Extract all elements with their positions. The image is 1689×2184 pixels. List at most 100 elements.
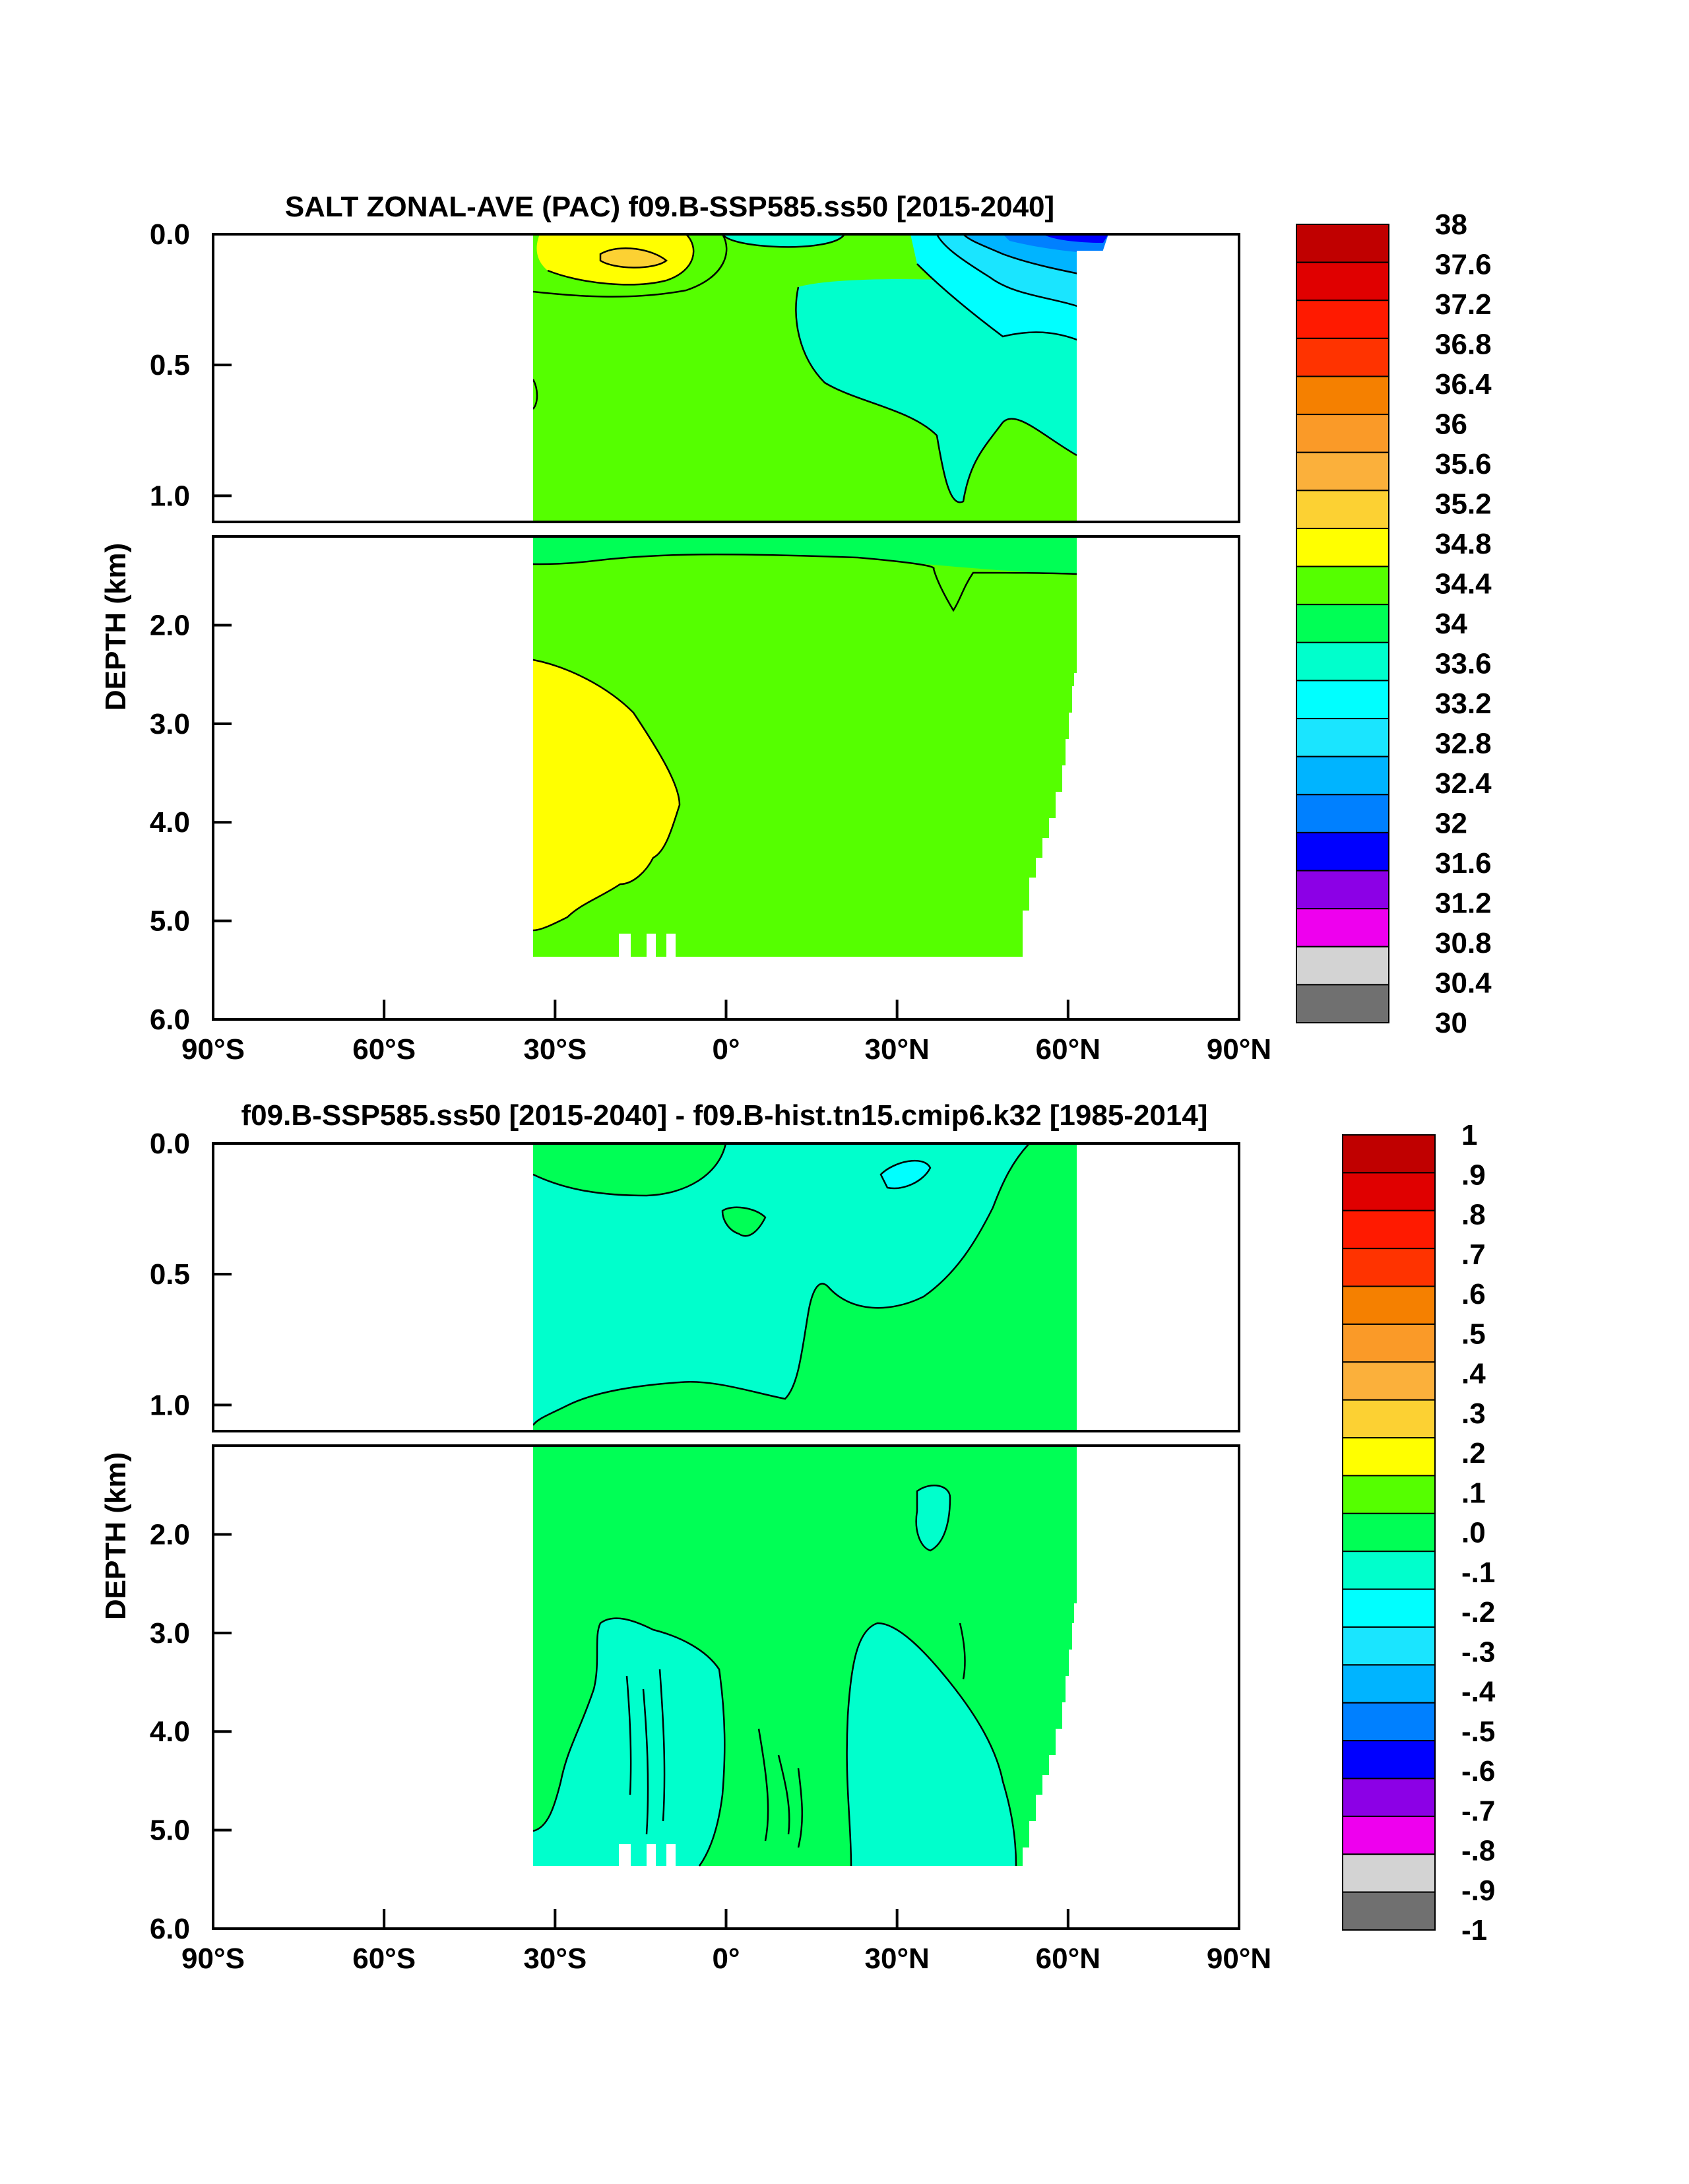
panel-2-upper-frame	[212, 1142, 1240, 1432]
y-tick-label: 0.0	[150, 1128, 190, 1160]
colorbar-label: 32	[1435, 808, 1467, 840]
colorbar-label: -.4	[1461, 1676, 1496, 1708]
panel-2: f09.B-SSP585.ss50 [2015-2040] - f09.B-hi…	[100, 1099, 1271, 1975]
x-tick-label: 90°S	[181, 1033, 245, 1066]
colorbar-label: -.5	[1461, 1716, 1495, 1748]
colorbar-label: 32.4	[1435, 767, 1492, 800]
colorbar-swatch	[1342, 1399, 1436, 1439]
y-tick-label: 0.0	[150, 218, 190, 251]
x-tick-label: 90°N	[1207, 1033, 1271, 1066]
colorbar-label: -1	[1461, 1914, 1487, 1946]
colorbar-label: .5	[1461, 1318, 1486, 1350]
colorbar-label: 1	[1461, 1119, 1477, 1151]
p1-upper-fill-35.2	[600, 248, 666, 268]
p2-lower-gap-1	[619, 1844, 631, 1866]
colorbar-label: 34.8	[1435, 528, 1492, 560]
x-tick-label: 30°N	[865, 1943, 930, 1975]
colorbar-swatch	[1342, 1361, 1436, 1401]
panel-2-upper-contours	[532, 1143, 1030, 1426]
panel-2-y-ticks: 0.0 0.5 1.0 2.0 3.0 4.0 5.0 6.0	[150, 1128, 232, 1945]
colorbar-label: 36.8	[1435, 329, 1492, 361]
colorbar-swatch	[1296, 755, 1389, 796]
colorbar-swatch	[1342, 1740, 1436, 1780]
panel-1-upper-white-south	[213, 234, 533, 522]
colorbar-swatch	[1342, 1248, 1436, 1287]
colorbar-swatch	[1296, 718, 1389, 757]
colorbar-swatch	[1296, 565, 1389, 606]
colorbar-label: .0	[1461, 1517, 1486, 1549]
colorbar-swatch	[1296, 527, 1389, 567]
p1-lower-gap-3	[666, 934, 676, 957]
colorbar-swatch	[1296, 414, 1389, 453]
p2-lower-fill-neg-deep-west	[533, 1618, 725, 1866]
colorbar-label: .6	[1461, 1278, 1486, 1310]
x-tick-label: 60°S	[352, 1033, 416, 1066]
y-tick-label: 2.0	[150, 1518, 190, 1551]
colorbar-label: -.9	[1461, 1875, 1495, 1907]
colorbar-swatch	[1342, 1437, 1436, 1477]
colorbar-label: .9	[1461, 1159, 1486, 1191]
p2-lower-gap-3	[666, 1844, 676, 1866]
colorbar-swatch	[1296, 375, 1389, 416]
panel-1-ylabel: DEPTH (km)	[100, 543, 132, 711]
colorbar-label: 33.2	[1435, 688, 1492, 720]
p2-lower-fill-pos-island-deep	[916, 1485, 950, 1551]
colorbar-label: 37.2	[1435, 288, 1492, 321]
colorbar-swatch	[1296, 604, 1389, 643]
panel-2-lower-contours	[532, 1485, 1017, 1867]
panel-1-upper-white-north	[1077, 251, 1239, 522]
p2-lower-fill-neg-deep-east	[846, 1623, 1016, 1866]
colorbar-swatch	[1296, 831, 1389, 872]
colorbar-swatch	[1342, 1702, 1436, 1742]
colorbar-label: -.6	[1461, 1755, 1495, 1787]
x-tick-label: 60°S	[352, 1943, 416, 1975]
colorbar-label: -.2	[1461, 1596, 1495, 1628]
panel-1-upper-contours	[532, 234, 1096, 503]
panel-2-upper-field	[533, 1143, 1077, 1431]
colorbar-label: 31.6	[1435, 847, 1492, 880]
x-tick-label: 0°	[712, 1033, 740, 1066]
p1-lower-fill-34.4	[533, 536, 1077, 957]
panel-1-upper-field	[533, 234, 1108, 522]
colorbar-label: 34.4	[1435, 568, 1492, 600]
y-tick-label: 3.0	[150, 708, 190, 740]
panel-1-y-ticks: 0.0 0.5 1.0 2.0 3.0 4.0 5.0 6.0	[150, 218, 232, 1036]
panel-1-lower-white-south	[213, 536, 533, 1019]
panel-2-x-ticks: 90°S 60°S 30°S 0° 30°N 60°N 90°N	[181, 1909, 1271, 1975]
panel-2-title: f09.B-SSP585.ss50 [2015-2040] - f09.B-hi…	[241, 1099, 1208, 1132]
colorbar-label: 30.4	[1435, 967, 1492, 1000]
colorbar-swatch	[1296, 680, 1389, 720]
colorbar-swatch	[1342, 1512, 1436, 1553]
panel-1: SALT ZONAL-AVE (PAC) f09.B-SSP585.ss50 […	[100, 191, 1271, 1066]
colorbar-label: 30	[1435, 1007, 1467, 1039]
colorbar-swatch	[1296, 451, 1389, 492]
colorbar-swatch	[1342, 1172, 1436, 1211]
colorbar-label: 33.6	[1435, 648, 1492, 680]
x-tick-label: 30°S	[523, 1943, 587, 1975]
y-tick-label: 1.0	[150, 480, 190, 512]
colorbar-swatch	[1342, 1134, 1436, 1174]
panel-1-colorbar: 38 37.6 37.2 36.8 36.4 36 35.6 35.2 34.8 34.4 34 33…	[1296, 209, 1492, 1039]
y-tick-label: 2.0	[150, 609, 190, 641]
colorbar-swatch	[1296, 870, 1389, 910]
colorbar-label: 36	[1435, 408, 1467, 441]
p1-upper-fill-31.6	[1042, 234, 1108, 243]
y-tick-label: 1.0	[150, 1389, 190, 1421]
colorbar-label: 35.6	[1435, 448, 1492, 480]
colorbar-label: 36.4	[1435, 368, 1492, 401]
colorbar-swatch	[1296, 641, 1389, 682]
x-tick-label: 0°	[712, 1943, 740, 1975]
colorbar-swatch	[1296, 337, 1389, 377]
colorbar-swatch	[1296, 261, 1389, 302]
colorbar-swatch	[1342, 1664, 1436, 1704]
y-tick-label: 6.0	[150, 1004, 190, 1036]
colorbar-swatch	[1342, 1891, 1436, 1931]
colorbar-label: .1	[1461, 1477, 1486, 1509]
colorbar-label: 34	[1435, 608, 1467, 640]
colorbar-label: 37.6	[1435, 249, 1492, 281]
panel-2-colorbar: 1 .9 .8 .7 .6 .5 .4 .3 .2 .1 .0 -.1 -.2 -.3 -.4 -.5 -.6 -…	[1342, 1119, 1496, 1946]
colorbar-label: 35.2	[1435, 488, 1492, 521]
colorbar-label: .2	[1461, 1437, 1486, 1469]
panel-1-lower-contours	[532, 554, 1077, 932]
colorbar-label: -.1	[1461, 1557, 1495, 1589]
